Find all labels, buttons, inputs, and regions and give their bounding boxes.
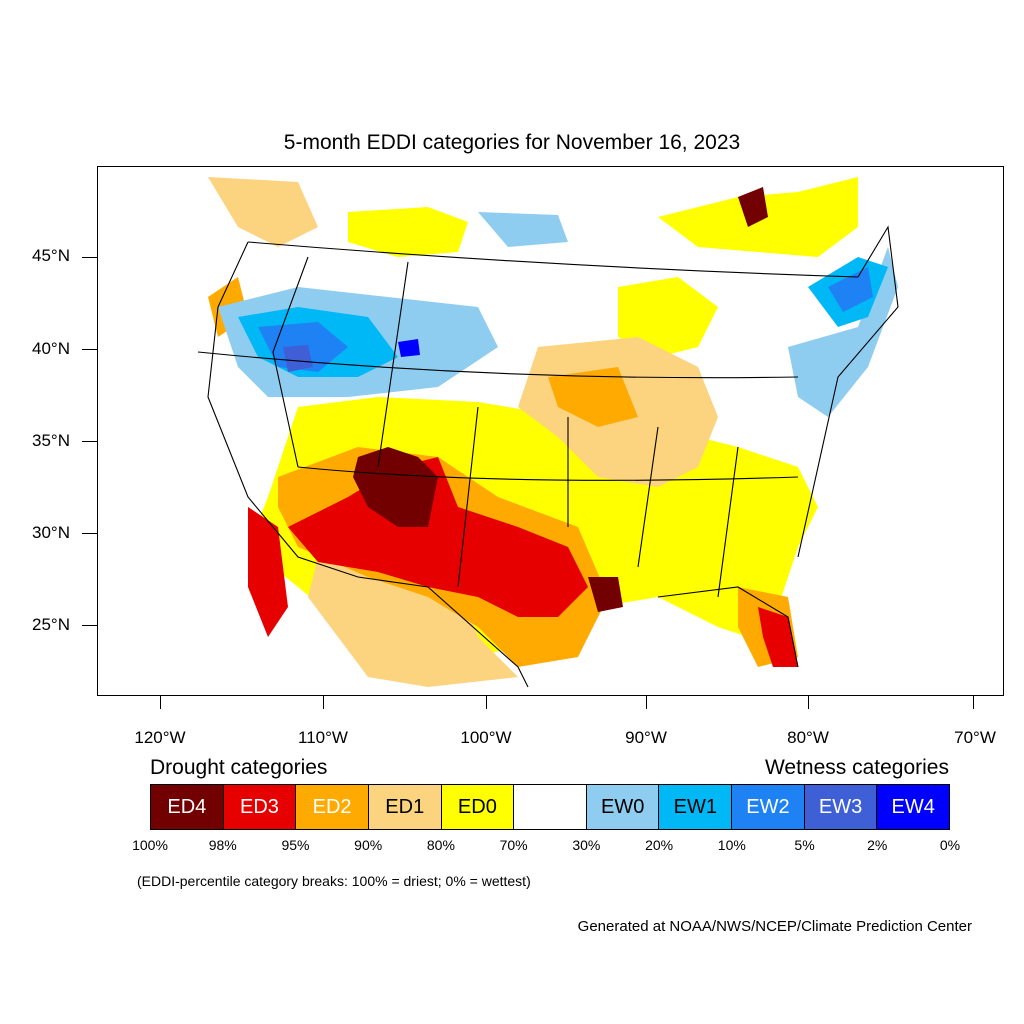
lat-tick <box>82 533 97 534</box>
legend-cell-ew3: EW3 <box>804 785 878 829</box>
legend-colorbar: ED4 ED3 ED2 ED1 ED0 EW0 EW1 EW2 EW3 EW4 <box>150 784 950 830</box>
lat-label: 35°N <box>32 431 70 450</box>
lon-label: 120°W <box>134 728 186 747</box>
lon-tick <box>808 696 809 709</box>
legend-cell-neutral <box>514 785 587 829</box>
percentile-label: 20% <box>645 837 674 853</box>
lon-tick <box>973 696 974 709</box>
lat-label: 25°N <box>32 615 70 634</box>
lat-label: 40°N <box>32 339 70 358</box>
region-ed3 <box>758 607 798 667</box>
region-ed1 <box>308 547 518 687</box>
lon-tick <box>646 696 647 709</box>
percentile-label: 2% <box>867 837 888 853</box>
region-ed4 <box>738 187 768 227</box>
percentile-label: 80% <box>426 837 455 853</box>
drought-heading: Drought categories <box>150 756 328 779</box>
region-ed2 <box>548 367 638 427</box>
map-canvas <box>197 177 899 688</box>
category-note: (EDDI-percentile category breaks: 100% =… <box>137 873 531 889</box>
lat-tick <box>82 257 97 258</box>
legend-cell-ew1: EW1 <box>659 785 733 829</box>
region-ew2 <box>828 267 873 312</box>
region-ed0 <box>618 277 718 357</box>
legend-cell-ew0: EW0 <box>586 785 660 829</box>
legend-cell-ed3: ED3 <box>223 785 297 829</box>
lon-tick <box>160 696 161 709</box>
region-ed0 <box>348 207 468 257</box>
chart-title: 5-month EDDI categories for November 16,… <box>283 131 741 154</box>
lon-label: 70°W <box>954 728 996 747</box>
region-ed4 <box>588 577 623 612</box>
lon-label: 90°W <box>625 728 667 747</box>
eddi-map <box>97 166 1004 696</box>
region-ew0 <box>788 247 898 417</box>
lat-label: 45°N <box>32 246 70 265</box>
percentile-label: 98% <box>208 837 237 853</box>
region-ew0 <box>478 212 568 247</box>
legend-cell-ed1: ED1 <box>368 785 442 829</box>
percentile-label: 70% <box>499 837 528 853</box>
legend-cell-ew2: EW2 <box>732 785 805 829</box>
legend-cell-ed2: ED2 <box>296 785 369 829</box>
region-ed3 <box>248 507 288 637</box>
legend-cell-ed4: ED4 <box>151 785 224 829</box>
lon-label: 110°W <box>298 728 348 747</box>
lon-tick <box>486 696 487 709</box>
region-ed1 <box>208 177 318 247</box>
boundary-lines <box>197 225 899 688</box>
lon-label: 100°W <box>460 728 512 747</box>
credit-text: Generated at NOAA/NWS/NCEP/Climate Predi… <box>577 918 972 935</box>
wetness-heading: Wetness categories <box>764 756 949 779</box>
legend-cell-ew4: EW4 <box>877 785 950 829</box>
region-ew4 <box>398 339 420 357</box>
percentile-label: 10% <box>717 837 746 853</box>
percentile-label: 100% <box>132 837 168 853</box>
percentile-label: 0% <box>939 837 961 853</box>
lon-tick <box>323 696 324 709</box>
lat-label: 30°N <box>32 523 70 542</box>
lon-label: 80°W <box>787 728 829 747</box>
legend-cell-ed0: ED0 <box>441 785 515 829</box>
percentile-label: 95% <box>281 837 310 853</box>
lat-tick <box>82 349 97 350</box>
region-ew3 <box>283 345 313 372</box>
percentile-label: 5% <box>794 837 815 853</box>
region-ed4 <box>353 447 438 527</box>
percentile-label: 30% <box>572 837 601 853</box>
lat-tick <box>82 441 97 442</box>
lat-tick <box>82 625 97 626</box>
percentile-label: 90% <box>354 837 383 853</box>
